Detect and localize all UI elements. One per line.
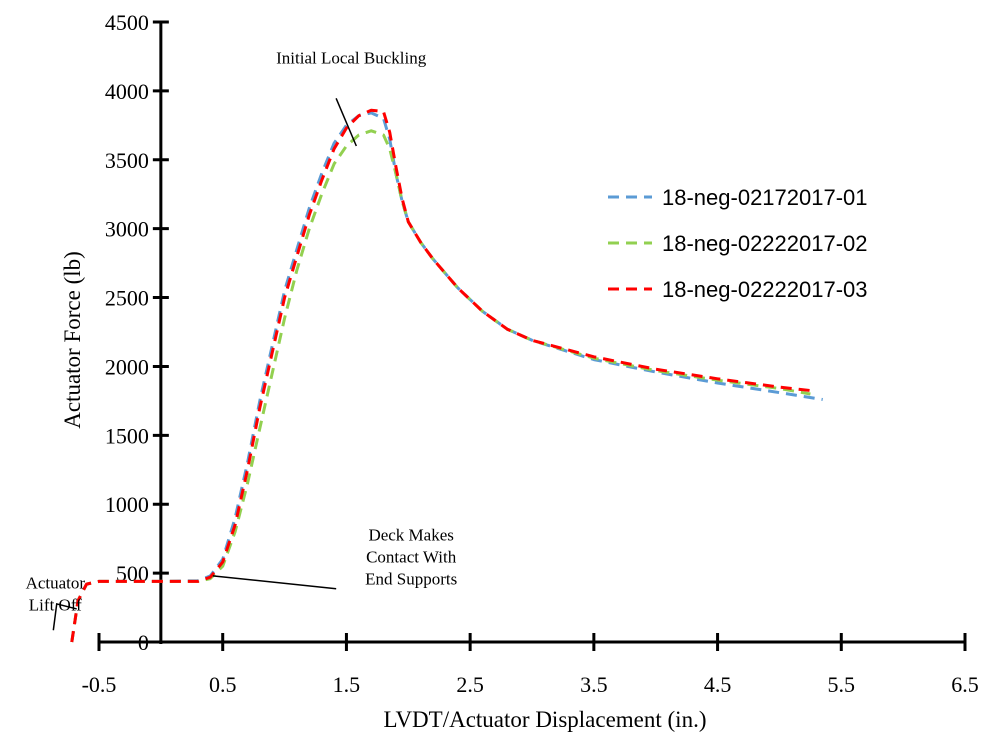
y-axis-title: Actuator Force (lb) (60, 251, 85, 429)
annotation-leader-line (335, 98, 358, 147)
y-tick-label: 3000 (105, 217, 149, 242)
legend-label: 18-neg-02172017-01 (662, 185, 868, 210)
annotation-label: Initial Local Buckling (276, 48, 427, 67)
x-tick-label: 1.5 (333, 672, 361, 697)
x-tick-label: 4.5 (704, 672, 732, 697)
annotation-actuator-lift-off: Actuator Lift Off (26, 573, 86, 631)
annotation-deck-contact: Deck Makes Contact With End Supports (212, 526, 457, 590)
y-tick-label: 1500 (105, 423, 149, 448)
y-tick-label: 0 (138, 630, 149, 655)
x-tick-label: -0.5 (82, 672, 117, 697)
series-layer (70, 108, 823, 643)
x-tick-label: 0.5 (209, 672, 237, 697)
y-tick-label: 4000 (105, 79, 149, 104)
annotation-label: Lift Off (29, 595, 82, 614)
y-tick-label: 3500 (105, 148, 149, 173)
x-ticks: -0.5 0.5 1.5 2.5 3.5 4.5 5.5 6.5 (82, 633, 979, 697)
annotation-label: Actuator (26, 573, 86, 592)
annotation-initial-local-buckling: Initial Local Buckling (276, 48, 427, 147)
y-tick-label: 1000 (105, 492, 149, 517)
x-axis-title: LVDT/Actuator Displacement (in.) (384, 707, 707, 732)
x-tick-label: 3.5 (580, 672, 608, 697)
series-line-3 (70, 108, 817, 643)
y-tick-label: 2500 (105, 286, 149, 311)
legend-label: 18-neg-02222017-02 (662, 231, 868, 256)
annotation-layer: Initial Local Buckling Deck Makes Contact … (26, 48, 457, 631)
annotation-label: Contact With (366, 548, 457, 567)
x-tick-label: 5.5 (828, 672, 856, 697)
legend-label: 18-neg-02222017-03 (662, 277, 868, 302)
y-tick-label: 4500 (105, 10, 149, 35)
annotation-leader-line (212, 575, 337, 590)
annotation-label: End Supports (365, 570, 457, 589)
x-tick-label: 2.5 (456, 672, 484, 697)
axes: -0.5 0.5 1.5 2.5 3.5 4.5 5.5 6.5 05001000150020… (82, 10, 979, 697)
y-tick-label: 2000 (105, 354, 149, 379)
x-tick-label: 6.5 (951, 672, 979, 697)
legend: 18-neg-02172017-01 18-neg-02222017-02 18-n… (608, 185, 868, 302)
annotation-label: Deck Makes (368, 526, 453, 545)
annotation-leader-line (52, 603, 77, 631)
